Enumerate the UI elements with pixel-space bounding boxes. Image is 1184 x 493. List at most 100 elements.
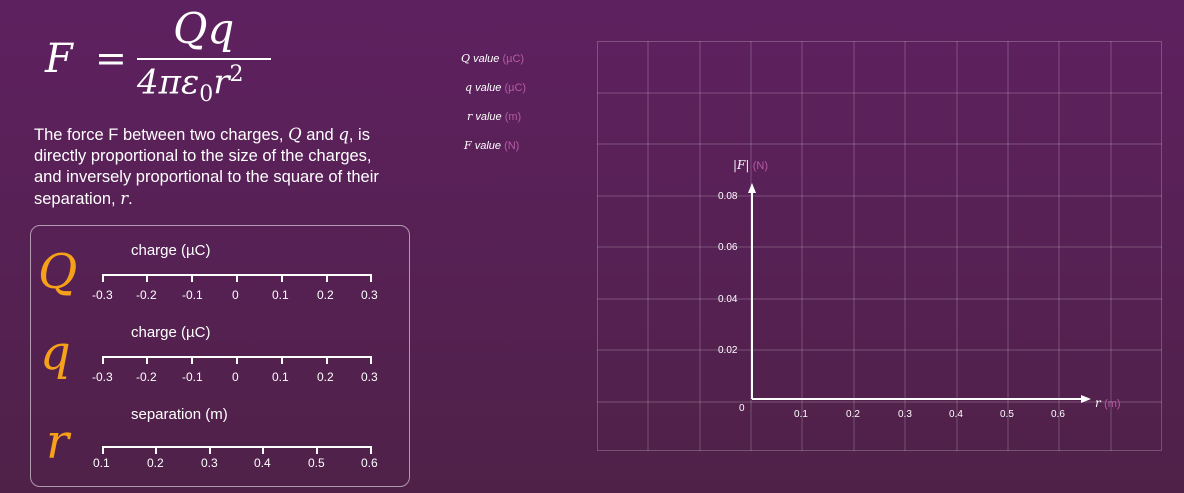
slider-q[interactable] [102, 348, 374, 378]
slider-tick-label: 0.4 [254, 456, 271, 470]
value-r-text: value [475, 111, 502, 123]
slider-tick-label: 0.1 [272, 370, 289, 384]
slider-tick [236, 356, 238, 364]
slider-tick-label: 0.6 [361, 456, 378, 470]
slider-tick-label: -0.2 [136, 370, 157, 384]
slider-tick [146, 274, 148, 282]
slider-tick [102, 356, 104, 364]
fraction-bar [137, 58, 271, 60]
slider-label-q: charge (µC) [131, 324, 211, 341]
x-tick-label: 0.6 [1051, 409, 1065, 420]
value-row-F: F value (N) [464, 139, 519, 152]
y-axis-unit: (N) [752, 160, 769, 172]
slider-tick-label: 0.1 [272, 288, 289, 302]
slider-tick-label: -0.3 [92, 288, 113, 302]
y-tick-label: 0.02 [718, 345, 738, 356]
desc-line1-tail: , is [348, 126, 370, 144]
slider-tick [370, 446, 372, 454]
slider-tick [146, 356, 148, 364]
x-tick-label: 0.1 [794, 409, 808, 420]
desc-period: . [128, 190, 133, 208]
desc-r: r [120, 189, 129, 208]
slider-r[interactable] [102, 438, 374, 468]
slider-tick-label: 0.2 [317, 370, 334, 384]
y-tick-label: 0.04 [718, 294, 738, 305]
slider-tick-label: -0.3 [92, 370, 113, 384]
den-sup: 2 [229, 62, 244, 87]
slider-tick [316, 446, 318, 454]
value-F-label: F [464, 139, 472, 152]
slider-panel [30, 225, 410, 487]
formula-numerator: Qq [173, 4, 235, 53]
y-tick-label: 0.08 [718, 191, 738, 202]
y-axis-label: |F| (N) [733, 158, 768, 172]
x-tick-label: 0.5 [1000, 409, 1014, 420]
value-q-unit: (µC) [504, 82, 527, 94]
desc-q: q [338, 125, 349, 144]
slider-tick [281, 356, 283, 364]
slider-tick [281, 274, 283, 282]
slider-letter-Q: Q [38, 244, 78, 300]
desc-line1: The force F between two charges, [34, 126, 284, 144]
slider-tick-label: -0.1 [182, 288, 203, 302]
slider-tick-label: 0.3 [201, 456, 218, 470]
graph-grid[interactable] [597, 41, 1162, 451]
slider-tick [191, 274, 193, 282]
slider-tick-label: 0.3 [361, 370, 378, 384]
formula: F = Qq 4πε0r2 [45, 4, 295, 109]
desc-line2: directly proportional to the size of the… [34, 147, 372, 165]
value-row-Q: Q value (µC) [461, 52, 524, 65]
den-sub: 0 [199, 82, 214, 108]
x-tick-label: 0.2 [846, 409, 860, 420]
value-q-text: value [475, 82, 502, 94]
value-r-unit: (m) [504, 111, 522, 123]
y-tick-label: 0.06 [718, 242, 738, 253]
y-axis-name: |F| [733, 158, 750, 172]
value-Q-text: value [473, 53, 500, 65]
slider-tick [370, 274, 372, 282]
y-axis-arrow-icon [748, 183, 756, 193]
x-tick-label: 0.4 [949, 409, 963, 420]
x-tick-label: 0.3 [898, 409, 912, 420]
value-Q-label: Q [461, 52, 471, 65]
desc-and: and [306, 126, 334, 144]
value-r-label: r [467, 110, 473, 123]
desc-line4: separation, [34, 190, 116, 208]
formula-denominator: 4πε0r2 [137, 62, 244, 107]
slider-label-r: separation (m) [131, 406, 228, 423]
value-row-r: r value (m) [467, 110, 521, 123]
formula-lhs: F [45, 36, 73, 82]
slider-tick [209, 446, 211, 454]
slider-tick [236, 274, 238, 282]
slider-tick [326, 356, 328, 364]
slider-tick [155, 446, 157, 454]
slider-tick-label: 0.5 [308, 456, 325, 470]
slider-tick-label: 0.1 [93, 456, 110, 470]
grid-border [597, 41, 1162, 451]
slider-letter-r: r [46, 414, 69, 470]
den-r: r [213, 62, 230, 103]
value-q-label: q [465, 81, 473, 94]
slider-tick-label: -0.2 [136, 288, 157, 302]
value-F-unit: (N) [504, 140, 520, 152]
slider-tick-label: 0 [232, 370, 239, 384]
grid-lines [597, 41, 1162, 451]
slider-tick [191, 356, 193, 364]
slider-Q[interactable] [102, 266, 374, 296]
slider-tick [262, 446, 264, 454]
value-F-text: value [474, 140, 501, 152]
x-axis-label: r (m) [1095, 396, 1121, 410]
slider-tick [370, 356, 372, 364]
slider-tick [102, 446, 104, 454]
x-axis-unit: (m) [1104, 398, 1121, 410]
slider-tick-label: 0 [232, 288, 239, 302]
slider-tick-label: -0.1 [182, 370, 203, 384]
x-axis-arrow-icon [1081, 395, 1091, 403]
description: The force F between two charges, Q and q… [34, 124, 414, 210]
desc-line3: and inversely proportional to the square… [34, 168, 379, 186]
slider-letter-q: q [40, 325, 71, 381]
value-Q-unit: (µC) [502, 53, 525, 65]
desc-Q: Q [288, 125, 302, 144]
slider-r-track[interactable] [102, 446, 372, 448]
slider-tick [326, 274, 328, 282]
